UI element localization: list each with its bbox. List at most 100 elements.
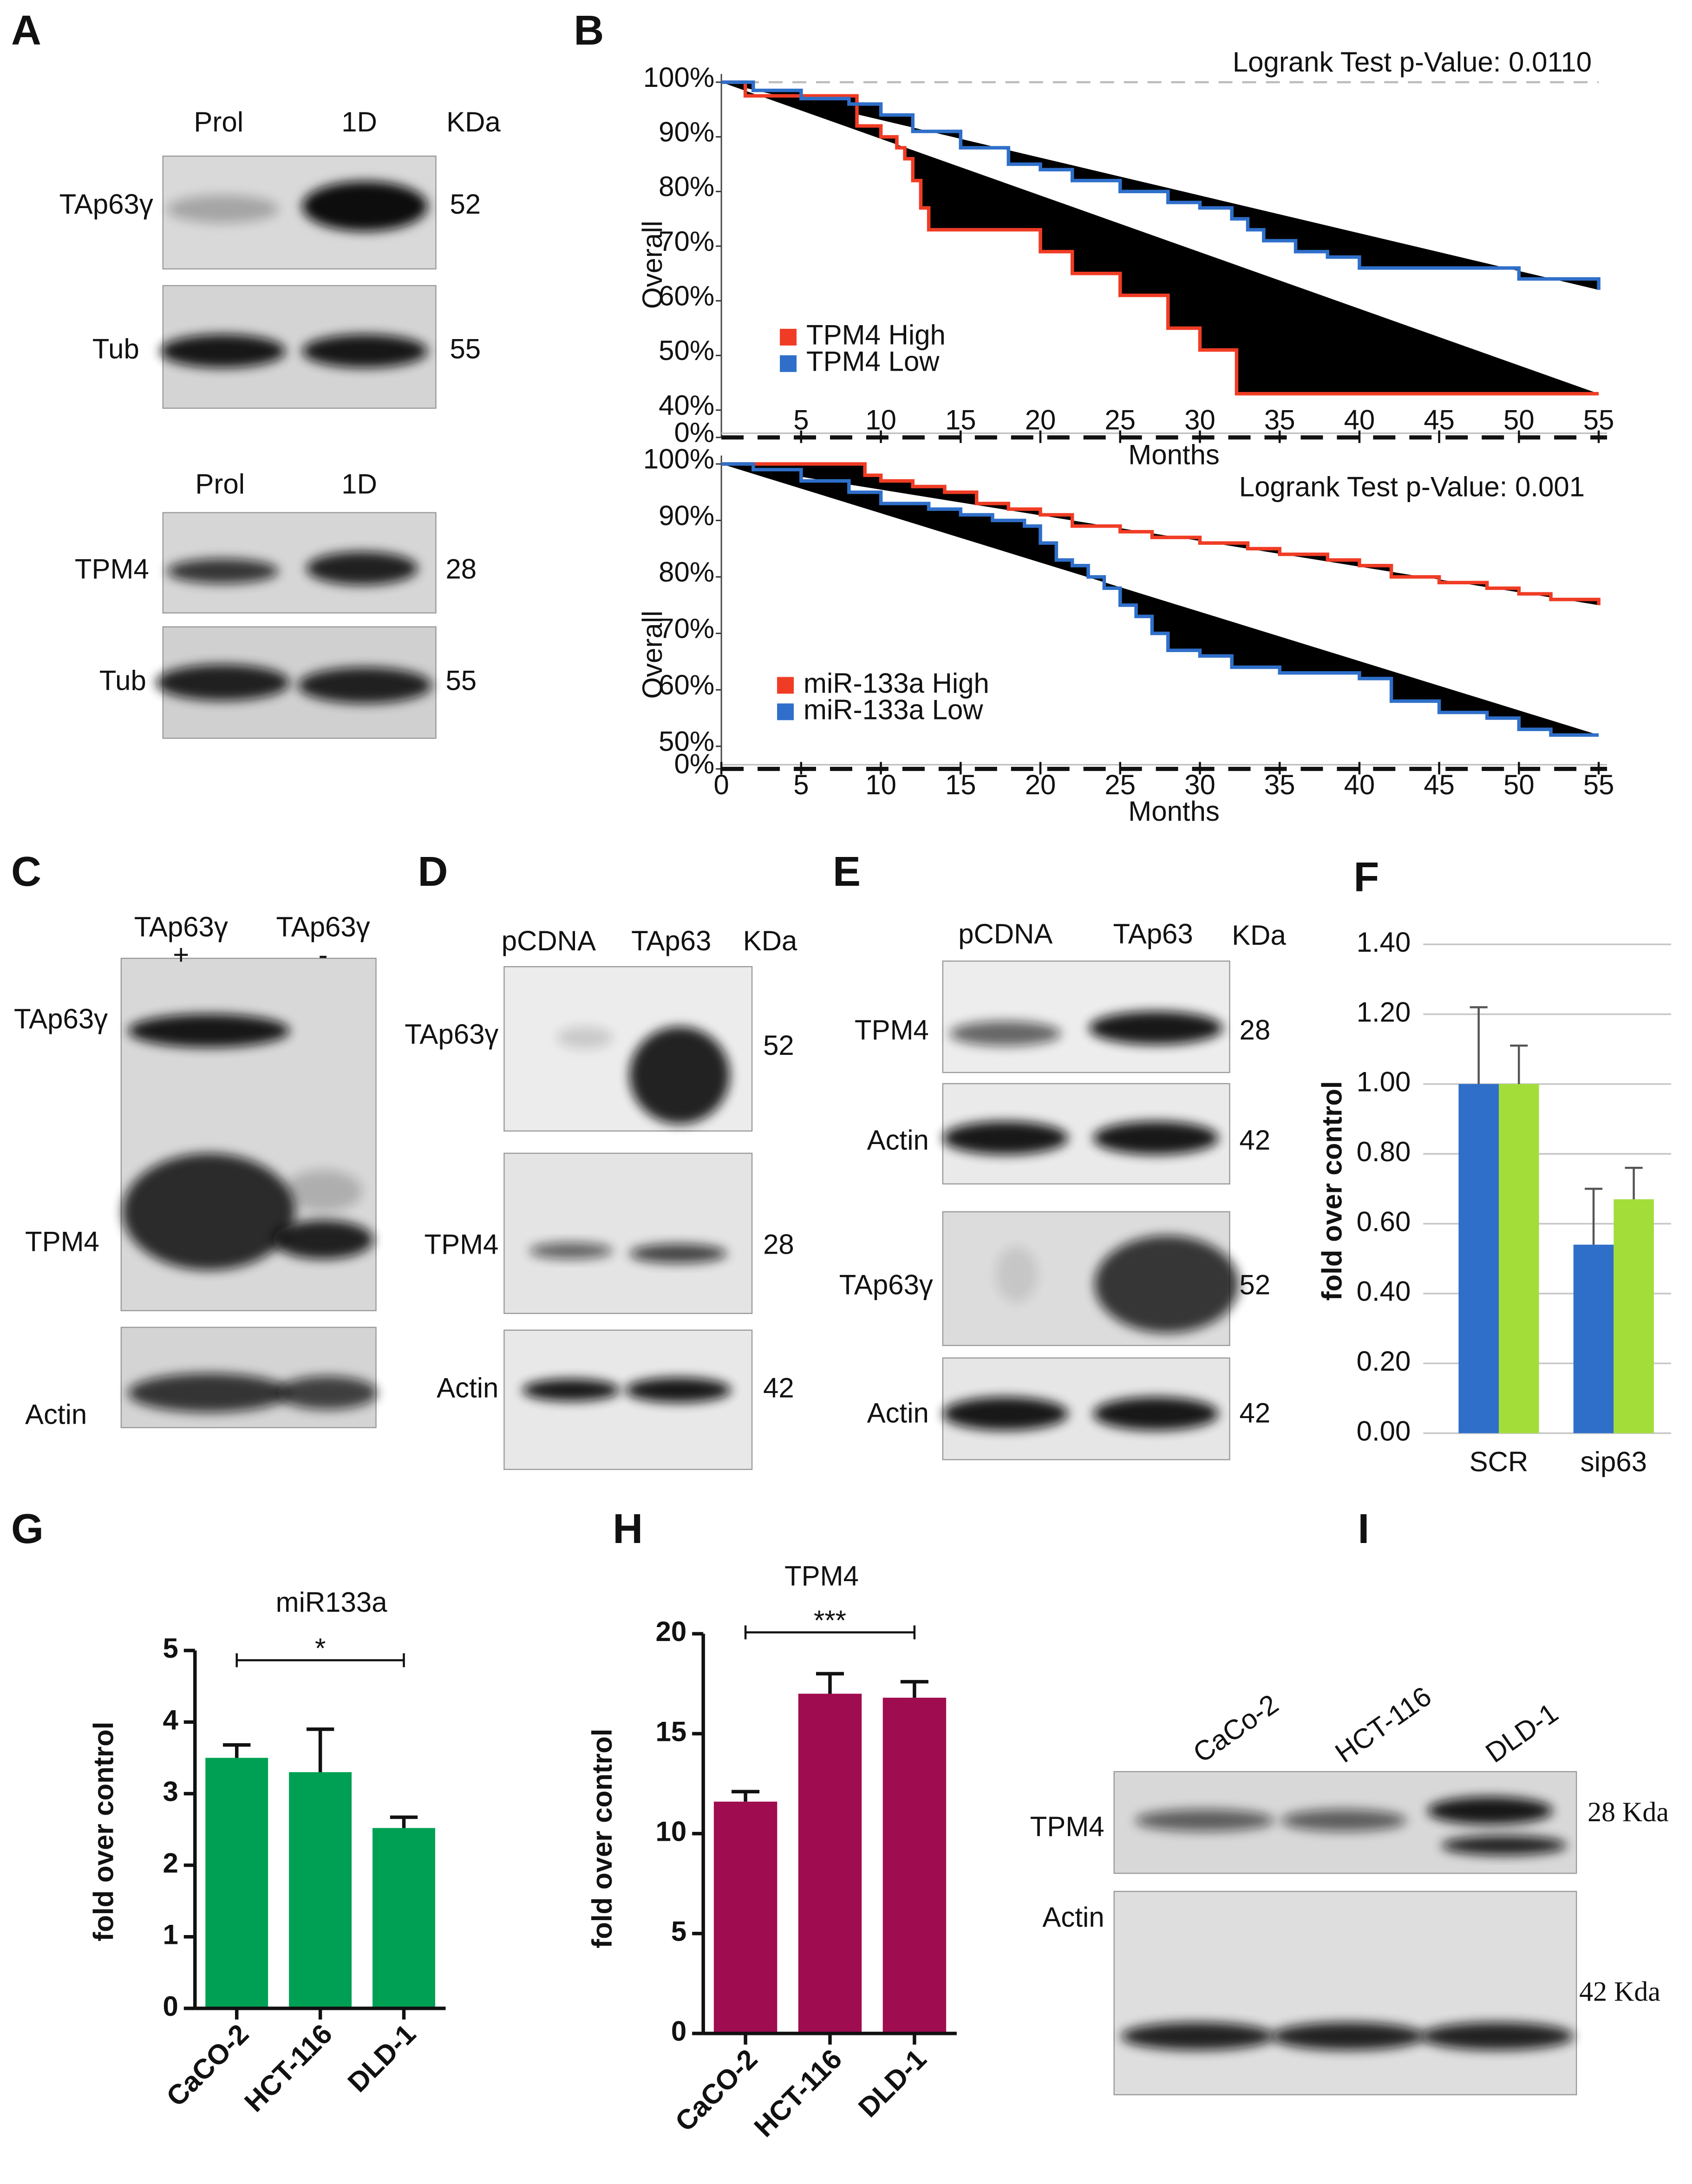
y-tick-label: 80% — [659, 171, 714, 202]
y-tick-label: 0 — [671, 2016, 686, 2047]
panel-letter: G — [11, 1506, 44, 1552]
row-label: TAp63γ — [839, 1269, 933, 1301]
lane-label: HCT-116 — [1330, 1681, 1437, 1769]
y-tick-label: 0.20 — [1357, 1346, 1411, 1377]
x-tick-label: SCR — [1470, 1446, 1529, 1477]
survival-line — [721, 462, 1599, 737]
band — [1089, 1011, 1223, 1045]
y-tick-label: 1.20 — [1357, 996, 1411, 1027]
x-tick-label: CaCO-2 — [669, 2043, 764, 2138]
band — [557, 1027, 613, 1049]
y-tick-label: 2 — [163, 1848, 178, 1879]
lane-label: TAp63 — [1113, 918, 1193, 949]
band — [284, 1170, 362, 1212]
annotation: Logrank Test p-Value: 0.001 — [1239, 471, 1585, 503]
band — [1271, 2022, 1425, 2050]
bar — [882, 1698, 947, 2034]
blot — [1113, 1890, 1577, 2096]
band — [167, 558, 279, 584]
legend-swatch — [777, 677, 794, 694]
y-tick-label: 1 — [163, 1919, 178, 1950]
significance-bracket — [744, 1625, 916, 1640]
row-label: TAp63γ — [59, 189, 153, 220]
size-label: 52 — [1240, 1269, 1271, 1301]
y-tick-label: 5 — [671, 1916, 686, 1947]
significance-label: *** — [814, 1605, 846, 1636]
legend-swatch — [780, 355, 797, 372]
y-tick-label: 60% — [659, 280, 714, 311]
band — [625, 1377, 732, 1403]
band — [942, 1121, 1068, 1155]
x-tick-label: 10 — [865, 405, 896, 436]
y-tick-label: 100% — [643, 62, 714, 93]
y-tick-label: 90% — [659, 500, 714, 531]
legend-label: miR-133a High — [804, 667, 989, 699]
size-label: 55 — [450, 333, 481, 365]
band — [629, 1243, 727, 1263]
x-tick-label: 50 — [1503, 405, 1535, 436]
lane-label: TAp63γ — [134, 911, 228, 942]
bar — [713, 1801, 777, 2034]
chart-title: TPM4 — [784, 1560, 859, 1591]
y-tick-label: 1.00 — [1357, 1066, 1411, 1098]
band — [160, 334, 286, 368]
lane-label: TAp63 — [631, 925, 711, 956]
x-tick-label: sip63 — [1581, 1446, 1647, 1477]
error-bar — [1585, 1188, 1603, 1245]
error-bar — [223, 1743, 251, 1758]
row-label: Actin — [867, 1125, 929, 1156]
panel-letter: F — [1353, 854, 1379, 901]
survival-line — [721, 80, 1601, 290]
y-tick-label: 20 — [656, 1616, 687, 1647]
x-tick-label: 45 — [1424, 769, 1455, 800]
x-tick-label: 40 — [1344, 769, 1375, 800]
significance-bracket — [235, 1653, 405, 1667]
band — [302, 181, 428, 232]
x-tick-label: HCT-116 — [748, 2043, 848, 2143]
row-label: TPM4 — [855, 1014, 929, 1046]
row-label: Actin — [867, 1397, 929, 1428]
y-tick-label: 15 — [656, 1716, 687, 1747]
y-tick-label: 50% — [659, 335, 714, 366]
x-tick-label: 25 — [1104, 769, 1136, 800]
legend-swatch — [780, 328, 797, 346]
band — [302, 334, 428, 368]
y-axis-label: fold over control — [88, 1722, 119, 1942]
lane-label: TAp63γ — [276, 911, 370, 942]
panel-letter: A — [11, 7, 41, 54]
x-tick-label: 45 — [1424, 405, 1455, 436]
panel-letter: H — [613, 1506, 643, 1552]
y-axis-label: fold over control — [1316, 1081, 1347, 1301]
band — [277, 1376, 378, 1410]
lane-label: Prol — [195, 469, 245, 500]
row-label: TAp63γ — [14, 1003, 108, 1034]
unit-label: KDa — [446, 106, 501, 137]
x-tick-label: 50 — [1503, 769, 1535, 800]
x-tick-label: 5 — [793, 769, 809, 800]
shading — [721, 82, 1599, 394]
bar — [289, 1772, 352, 2008]
legend-label: TPM4 High — [806, 320, 946, 351]
band — [128, 1373, 290, 1412]
survival-line — [721, 80, 1599, 396]
y-tick-label: 1.40 — [1357, 927, 1411, 958]
x-tick-label: 15 — [945, 405, 976, 436]
size-label: 42 Kda — [1579, 1976, 1660, 2007]
band — [1427, 1797, 1553, 1825]
bar — [1573, 1244, 1614, 1433]
band — [942, 1397, 1068, 1431]
band — [529, 1242, 613, 1259]
band — [949, 1021, 1061, 1046]
x-tick-label: 55 — [1583, 405, 1614, 436]
band — [629, 1027, 730, 1124]
band — [1281, 1809, 1407, 1832]
x-tick-label: 20 — [1025, 405, 1056, 436]
band — [273, 1220, 373, 1259]
error-bar — [816, 1672, 844, 1694]
y-tick-label: 60% — [659, 669, 714, 700]
panel-letter: I — [1358, 1506, 1369, 1552]
row-label: TPM4 — [425, 1229, 499, 1260]
x-axis-label: Months — [1128, 796, 1220, 827]
bar — [798, 1694, 862, 2034]
